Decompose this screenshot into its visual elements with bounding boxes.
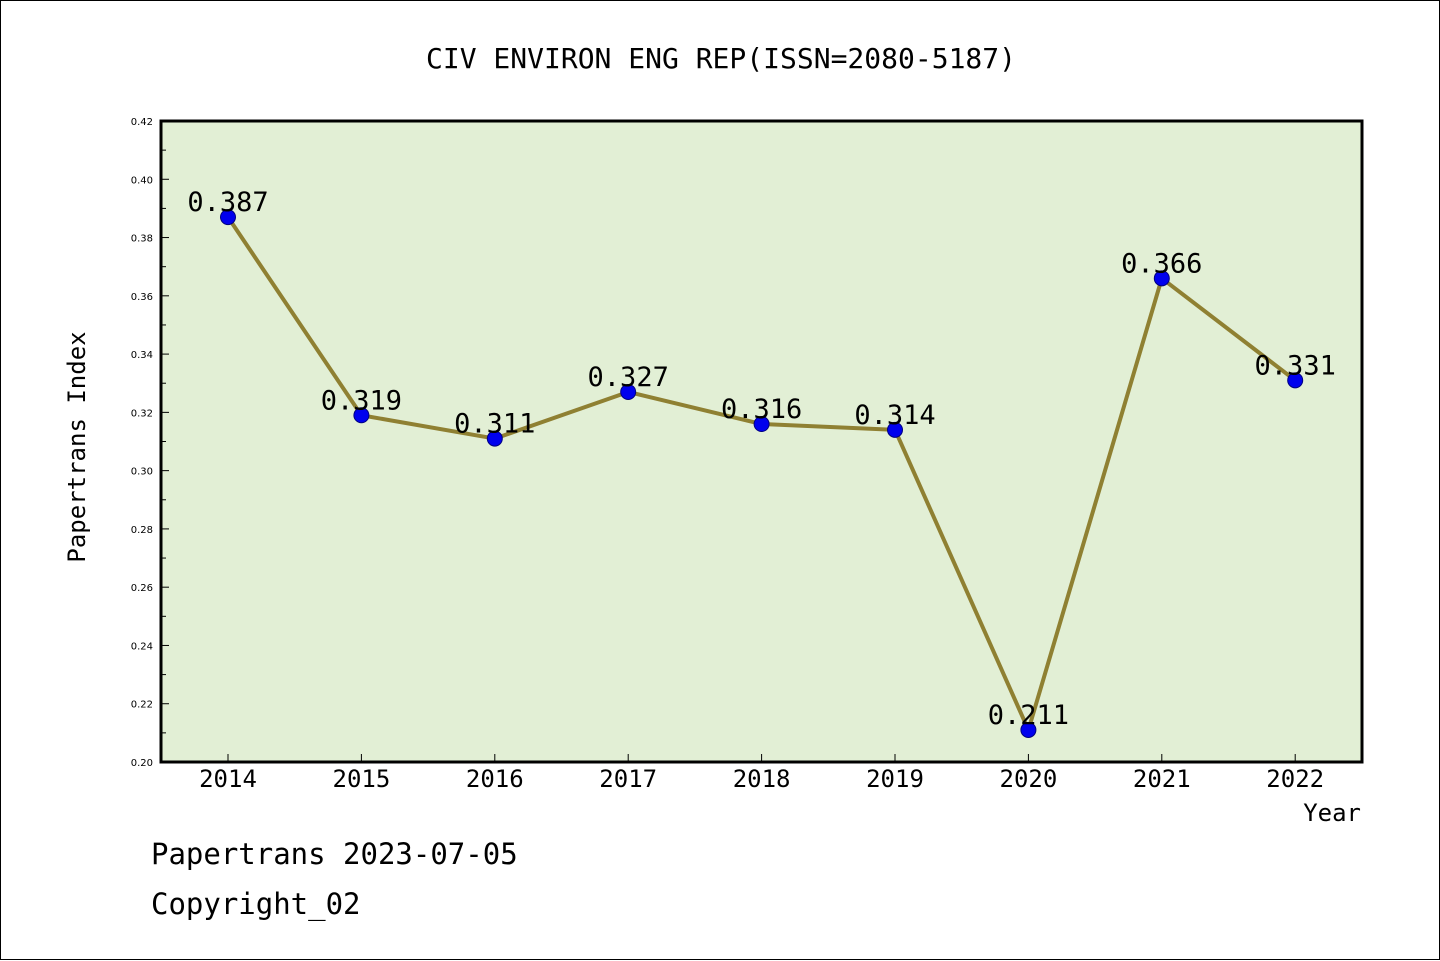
footer-date: Papertrans 2023-07-05 [151, 837, 518, 871]
y-tick-label: 0.30 [131, 467, 153, 478]
data-label: 0.211 [988, 700, 1069, 731]
x-tick-label: 2018 [733, 765, 791, 793]
data-label: 0.366 [1121, 248, 1202, 279]
y-tick-label: 0.42 [131, 117, 153, 128]
x-tick-label: 2021 [1133, 765, 1191, 793]
x-tick-label: 2020 [1000, 765, 1058, 793]
plot-area [159, 119, 1364, 764]
data-labels: 0.387 0.319 0.311 0.327 0.316 0.314 0.211 0.366… [187, 187, 1335, 731]
footer-copyright: Copyright_02 [151, 887, 361, 921]
data-label: 0.387 [187, 187, 268, 218]
data-point [353, 407, 370, 424]
y-tick-label: 0.20 [131, 758, 153, 769]
chart-title: CIV ENVIRON ENG REP(ISSN=2080-5187) [426, 42, 1016, 75]
series-points [220, 209, 1304, 738]
x-axis: 2014 2015 2016 2017 2018 2019 2020 2021 2022 [199, 754, 1324, 793]
y-tick-label: 0.36 [131, 292, 153, 303]
y-tick-label: 0.22 [131, 700, 153, 711]
x-tick-label: 2017 [599, 765, 657, 793]
data-label: 0.316 [721, 394, 802, 425]
x-tick-label: 2015 [333, 765, 391, 793]
data-point [620, 383, 637, 400]
data-point [1287, 372, 1304, 389]
data-label: 0.314 [854, 400, 935, 431]
x-tick-label: 2014 [199, 765, 257, 793]
data-point [486, 430, 503, 447]
y-tick-label: 0.24 [131, 641, 153, 652]
data-point [753, 416, 770, 433]
y-tick-label: 0.26 [131, 583, 153, 594]
x-tick-label: 2019 [866, 765, 924, 793]
y-tick-label: 0.32 [131, 408, 153, 419]
y-axis: 0.20 0.22 0.24 0.26 0.28 0.30 0.32 0.34 0.36 0.38… [131, 117, 169, 769]
x-tick-label: 2016 [466, 765, 524, 793]
y-tick-label: 0.28 [131, 525, 153, 536]
y-tick-label: 0.40 [131, 175, 153, 186]
data-label: 0.311 [454, 409, 535, 440]
data-point [220, 209, 236, 226]
data-label: 0.331 [1255, 350, 1336, 381]
y-tick-label: 0.34 [131, 350, 153, 361]
data-label: 0.327 [588, 362, 669, 393]
data-point [887, 421, 903, 438]
x-tick-label: 2022 [1266, 765, 1324, 793]
y-tick-label: 0.38 [131, 234, 153, 245]
x-axis-label: Year [1303, 799, 1361, 827]
y-axis-label: Papertrans Index [63, 331, 91, 562]
data-point [1153, 270, 1170, 287]
data-point [1020, 721, 1037, 738]
data-label: 0.319 [321, 385, 402, 416]
